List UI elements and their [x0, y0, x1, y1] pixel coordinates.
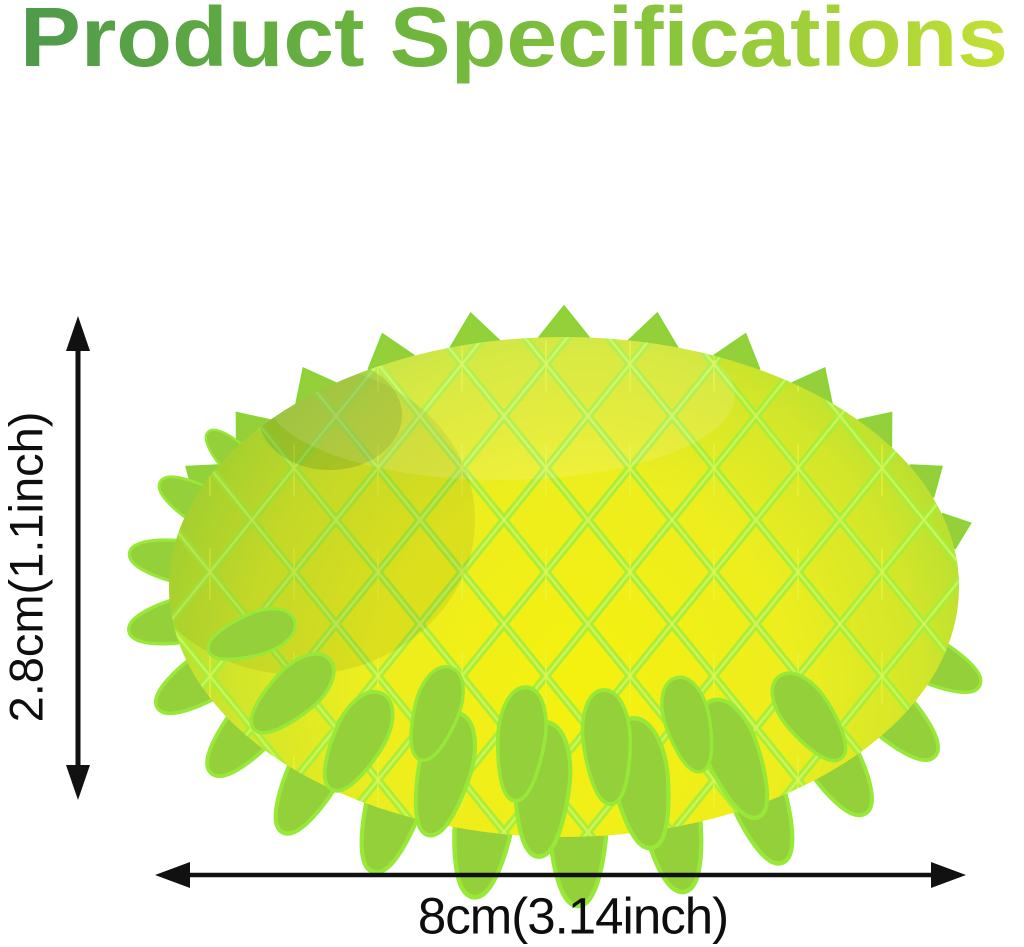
width-arrowhead-left — [155, 862, 190, 888]
page-title-banner: Product Specifications — [20, 0, 1008, 84]
height-dimension-label: 2.8cm(1.1inch) — [0, 411, 53, 723]
width-dimension-label: 8cm(3.14inch) — [417, 887, 729, 945]
width-arrowhead-right — [931, 862, 966, 888]
height-arrowhead-bottom — [66, 765, 90, 800]
height-arrowhead-top — [66, 316, 90, 351]
dimension-arrowheads — [66, 316, 966, 888]
dimension-arrows — [75, 344, 937, 878]
worm-toy-product-image — [122, 305, 992, 906]
page-title: Product Specifications — [20, 0, 1008, 84]
